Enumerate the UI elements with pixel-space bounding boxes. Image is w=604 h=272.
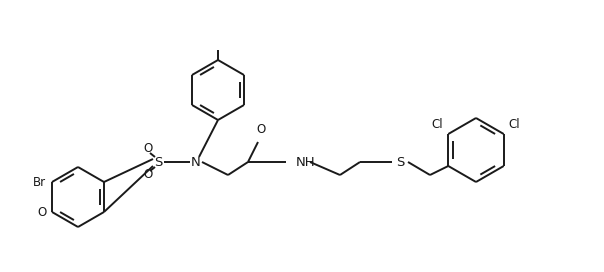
Text: N: N xyxy=(191,156,201,168)
Text: O: O xyxy=(256,123,266,136)
Text: Cl: Cl xyxy=(432,118,443,131)
Text: NH: NH xyxy=(296,156,316,168)
Text: Cl: Cl xyxy=(509,118,520,131)
Text: S: S xyxy=(154,156,162,168)
Text: O: O xyxy=(38,206,47,218)
Text: Br: Br xyxy=(33,175,46,188)
Text: S: S xyxy=(396,156,404,168)
Text: O: O xyxy=(143,168,153,181)
Text: O: O xyxy=(143,143,153,156)
